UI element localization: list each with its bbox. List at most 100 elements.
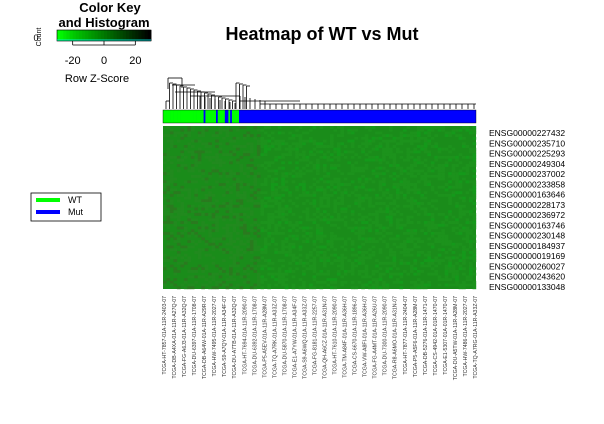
- heatmap-cell: [469, 150, 473, 154]
- heatmap-cell: [326, 155, 331, 159]
- heatmap-cell: [472, 142, 477, 146]
- heatmap-cell: [423, 150, 428, 154]
- heatmap-cell: [375, 172, 379, 176]
- heatmap-cell: [413, 280, 418, 284]
- heatmap-cell: [329, 286, 334, 290]
- heatmap-cell: [246, 278, 251, 282]
- heatmap-cell: [291, 259, 296, 263]
- heatmap-cell: [340, 131, 345, 135]
- heatmap-cell: [322, 264, 327, 268]
- heatmap-cell: [406, 172, 411, 176]
- heatmap-cell: [281, 210, 285, 214]
- heatmap-cell: [382, 210, 386, 214]
- heatmap-cell: [183, 131, 188, 135]
- column-label: TCGA-DB-A4XA-01A-11R-A27Q-07: [172, 296, 178, 379]
- heatmap-cell: [194, 231, 198, 235]
- heatmap-cell: [312, 153, 317, 157]
- heatmap-cell: [204, 142, 209, 146]
- heatmap-cell: [385, 169, 390, 173]
- heatmap-cell: [406, 221, 411, 224]
- heatmap-cell: [246, 183, 251, 186]
- heatmap-cell: [357, 155, 362, 159]
- heatmap-cell: [208, 229, 212, 233]
- heatmap-cell: [402, 223, 407, 227]
- heatmap-cell: [270, 221, 275, 224]
- heatmap-cell: [263, 180, 268, 184]
- heatmap-cell: [187, 126, 192, 129]
- heatmap-cell: [322, 272, 327, 276]
- heatmap-cell: [197, 226, 202, 230]
- heatmap-cell: [465, 278, 470, 282]
- heatmap-cell: [319, 212, 324, 216]
- heatmap-cell: [434, 199, 438, 203]
- heatmap-cell: [222, 267, 226, 271]
- heatmap-cell: [190, 283, 195, 287]
- heatmap-cell: [465, 283, 470, 287]
- heatmap-cell: [413, 231, 418, 235]
- heatmap-cell: [169, 145, 174, 148]
- heatmap-cell: [368, 126, 372, 129]
- heatmap-cell: [392, 280, 397, 284]
- heatmap-cell: [409, 280, 414, 284]
- chart-title: Heatmap of WT vs Mut: [225, 24, 418, 44]
- heatmap-cell: [309, 128, 313, 132]
- heatmap-cell: [180, 188, 185, 192]
- heatmap-cell: [409, 248, 414, 252]
- heatmap-cell: [256, 191, 261, 195]
- heatmap-cell: [239, 169, 244, 173]
- heatmap-cell: [322, 191, 327, 195]
- heatmap-cell: [472, 126, 477, 129]
- heatmap-cell: [274, 231, 278, 235]
- heatmap-cell: [229, 158, 233, 162]
- heatmap-cell: [382, 240, 386, 244]
- heatmap-cell: [333, 164, 338, 167]
- heatmap-cell: [364, 237, 369, 241]
- heatmap-cell: [399, 226, 404, 230]
- heatmap-cell: [229, 199, 233, 203]
- heatmap-cell: [343, 177, 348, 181]
- heatmap-cell: [232, 259, 237, 263]
- heatmap-cell: [183, 188, 188, 192]
- heatmap-cell: [357, 250, 362, 254]
- heatmap-cell: [215, 283, 219, 287]
- heatmap-cell: [385, 215, 390, 219]
- heatmap-cell: [389, 250, 393, 254]
- heatmap-cell: [444, 237, 449, 241]
- heatmap-cell: [187, 283, 192, 287]
- heatmap-cell: [249, 248, 254, 252]
- heatmap-cell: [472, 207, 477, 211]
- heatmap-cell: [302, 193, 306, 197]
- heatmap-cell: [430, 174, 435, 178]
- heatmap-cell: [451, 174, 456, 178]
- column-label: TCGA-S9-A6WQ-01A-11R-A33Z-07: [302, 296, 308, 379]
- heatmap-cell: [354, 259, 358, 263]
- group-bar-cell: [231, 110, 234, 123]
- heatmap-cell: [399, 191, 404, 195]
- heatmap-cell: [319, 231, 324, 235]
- heatmap-cell: [448, 278, 452, 282]
- heatmap-cell: [302, 166, 306, 170]
- heatmap-cell: [239, 223, 244, 227]
- heatmap-cell: [218, 215, 223, 219]
- color-key-ticks: -20 0 20: [65, 41, 141, 67]
- heatmap-cell: [225, 215, 230, 219]
- heatmap-cell: [382, 139, 386, 143]
- heatmap-cell: [430, 259, 435, 263]
- heatmap-cell: [458, 180, 463, 184]
- heatmap-cell: [242, 275, 247, 279]
- heatmap-cell: [371, 126, 376, 129]
- group-bar-cell: [184, 110, 187, 123]
- heatmap-cell: [173, 267, 178, 271]
- heatmap-cell: [232, 223, 237, 227]
- color-key-cell: [119, 30, 124, 41]
- heatmap-cell: [343, 191, 348, 195]
- color-key-tick-label: 20: [129, 55, 141, 67]
- heatmap-cell: [239, 202, 244, 205]
- heatmap-cell: [166, 185, 171, 189]
- heatmap-cell: [462, 253, 466, 257]
- heatmap-cell: [232, 261, 237, 265]
- heatmap-cell: [229, 210, 233, 214]
- heatmap-cell: [382, 166, 386, 170]
- heatmap-cell: [215, 139, 219, 143]
- heatmap-cell: [368, 199, 372, 203]
